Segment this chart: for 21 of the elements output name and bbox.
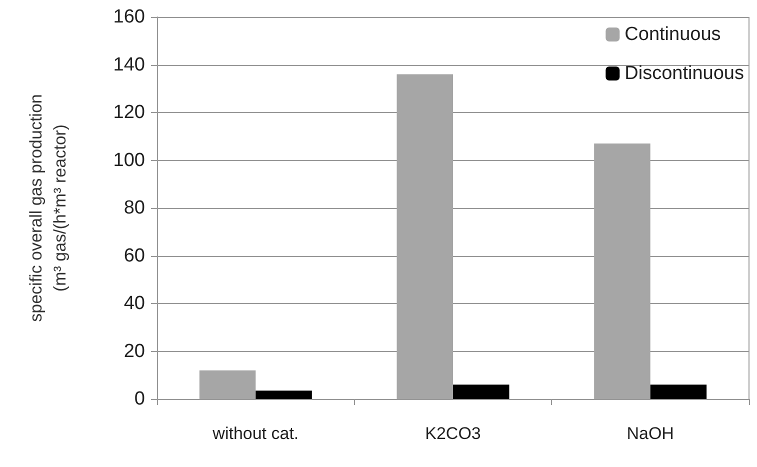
bar [650, 384, 707, 399]
y-tick-label: 80 [124, 198, 145, 218]
y-axis-title: specific overall gas production (m³ gas/(h*m³ reactor) [26, 94, 70, 322]
bar [199, 370, 256, 399]
y-tick-label: 0 [134, 388, 145, 410]
y-tick-label: 100 [113, 150, 145, 171]
y-tick-label: 60 [124, 245, 145, 266]
bar [396, 74, 453, 399]
y-tick-label: 140 [113, 54, 145, 76]
y-tick-label: 40 [124, 293, 145, 314]
bar [594, 144, 650, 399]
x-tick-label: K2CO3 [425, 424, 481, 443]
bar [453, 384, 510, 399]
legend-label: Discontinuous [624, 63, 744, 84]
x-tick-label: NaOH [626, 424, 674, 443]
y-tick-label: 20 [124, 340, 145, 362]
y-tick-label: 160 [113, 6, 145, 28]
y-tick-label: 120 [113, 102, 145, 123]
legend-label: Continuous [624, 24, 721, 45]
x-tick-label: without cat. [212, 424, 299, 443]
bar [256, 390, 312, 399]
